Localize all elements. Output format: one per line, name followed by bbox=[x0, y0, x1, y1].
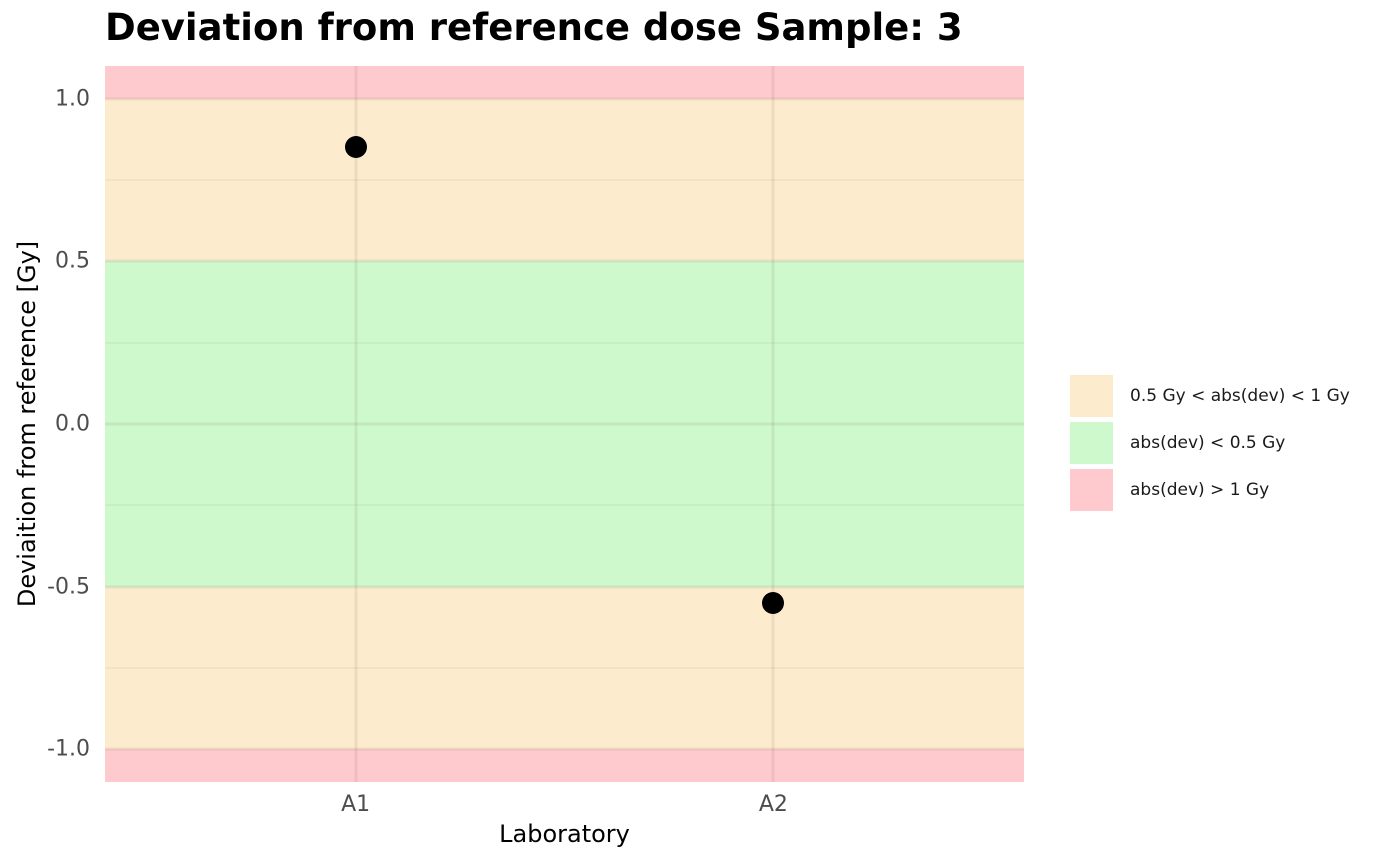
y-axis-ticks: 1.0 0.5 0.0 -0.5 -1.0 bbox=[0, 66, 90, 782]
y-tick-label: -1.0 bbox=[47, 736, 90, 762]
chart-title: Deviation from reference dose Sample: 3 bbox=[105, 6, 963, 49]
gridline-minor bbox=[105, 341, 1024, 344]
x-tick-label-a2: A2 bbox=[758, 792, 788, 817]
gridline-vertical-a1 bbox=[354, 66, 358, 782]
legend: 0.5 Gy < abs(dev) < 1 Gy abs(dev) < 0.5 … bbox=[1070, 375, 1350, 516]
band-mid-bottom bbox=[105, 586, 1024, 750]
band-mid-top bbox=[105, 98, 1024, 262]
x-axis-title: Laboratory bbox=[499, 820, 630, 848]
y-tick-label: 1.0 bbox=[55, 86, 90, 112]
plot-panel bbox=[105, 66, 1024, 782]
gridline-major bbox=[105, 97, 1024, 101]
legend-label: abs(dev) > 1 Gy bbox=[1130, 480, 1270, 500]
gridline-major bbox=[105, 747, 1024, 751]
gridline-minor bbox=[105, 504, 1024, 507]
legend-label: 0.5 Gy < abs(dev) < 1 Gy bbox=[1130, 386, 1350, 406]
gridline-vertical-a2 bbox=[771, 66, 775, 782]
gridline-major bbox=[105, 585, 1024, 589]
legend-swatch-inner bbox=[1070, 422, 1113, 464]
legend-item: abs(dev) < 0.5 Gy bbox=[1070, 422, 1350, 464]
legend-swatch-outer bbox=[1070, 469, 1113, 511]
band-outer-bottom bbox=[105, 749, 1024, 782]
legend-item: abs(dev) > 1 Gy bbox=[1070, 469, 1350, 511]
legend-item: 0.5 Gy < abs(dev) < 1 Gy bbox=[1070, 375, 1350, 417]
band-inner bbox=[105, 261, 1024, 587]
y-tick-label: 0.0 bbox=[55, 411, 90, 437]
data-point-a1 bbox=[344, 136, 367, 159]
gridline-major bbox=[105, 422, 1024, 426]
gridline-major bbox=[105, 259, 1024, 263]
x-axis-ticks: A1 A2 bbox=[105, 792, 1024, 820]
gridline-minor bbox=[105, 178, 1024, 181]
data-point-a2 bbox=[762, 592, 785, 614]
y-tick-label: 0.5 bbox=[55, 248, 90, 274]
y-tick-label: -0.5 bbox=[47, 574, 90, 600]
legend-swatch-mid bbox=[1070, 375, 1113, 417]
x-tick-label-a1: A1 bbox=[341, 792, 371, 817]
legend-label: abs(dev) < 0.5 Gy bbox=[1130, 433, 1286, 453]
gridline-minor bbox=[105, 667, 1024, 670]
band-outer-top bbox=[105, 66, 1024, 99]
